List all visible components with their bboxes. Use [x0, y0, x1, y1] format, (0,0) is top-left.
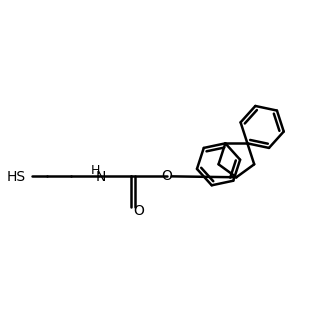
Text: O: O: [133, 204, 144, 218]
Text: HS: HS: [7, 170, 26, 184]
Text: H: H: [90, 164, 100, 177]
Text: O: O: [161, 169, 172, 183]
Text: N: N: [96, 170, 106, 184]
